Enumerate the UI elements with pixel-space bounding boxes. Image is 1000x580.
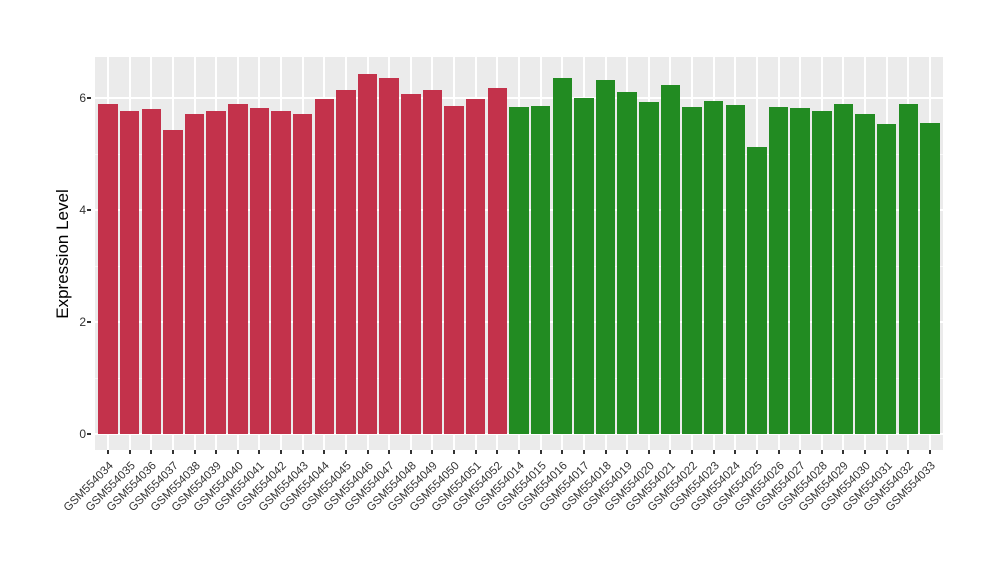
x-tick-mark (280, 450, 283, 454)
x-tick-mark (496, 450, 499, 454)
x-tick-mark (236, 450, 239, 454)
x-tick-mark (215, 450, 218, 454)
x-tick-mark (171, 450, 174, 454)
x-tick-mark (453, 450, 456, 454)
major-gridline (95, 433, 943, 435)
x-tick-mark (366, 450, 369, 454)
bar (357, 74, 378, 434)
bar (228, 103, 248, 434)
x-tick-mark (755, 450, 758, 454)
bar (747, 146, 767, 434)
x-tick-mark (128, 450, 131, 454)
bar (98, 103, 118, 434)
y-tick-mark (87, 97, 91, 99)
x-tick-mark (864, 450, 867, 454)
bar (184, 114, 205, 434)
bar (920, 123, 940, 434)
bar (768, 106, 789, 434)
bar (682, 106, 702, 434)
y-tick-label: 4 (79, 203, 86, 217)
x-tick-mark (929, 450, 932, 454)
x-tick-mark (518, 450, 520, 454)
bar (855, 114, 875, 434)
bar (336, 89, 356, 434)
x-tick-mark (647, 450, 650, 454)
bar (660, 84, 681, 434)
x-tick-mark (258, 450, 261, 454)
bar (292, 114, 313, 434)
bar (379, 77, 399, 434)
bar (790, 107, 810, 434)
x-tick-mark (626, 450, 629, 454)
x-tick-mark (301, 450, 304, 454)
bar (530, 105, 551, 434)
x-tick-mark (561, 450, 564, 454)
bar (812, 110, 832, 434)
bar (401, 94, 421, 434)
y-tick-mark (87, 321, 91, 323)
y-tick-mark (87, 433, 91, 435)
x-tick-mark (691, 450, 694, 454)
x-tick-mark (344, 450, 347, 454)
major-gridline (95, 97, 943, 99)
y-tick-mark (87, 209, 91, 211)
bar (444, 105, 464, 434)
bar (249, 107, 270, 434)
x-tick-mark (907, 450, 910, 454)
bar (833, 103, 854, 434)
bar (163, 130, 183, 434)
x-tick-mark (150, 450, 153, 454)
x-tick-mark (820, 450, 823, 454)
plot-panel (95, 57, 943, 450)
bar (314, 98, 335, 434)
x-tick-mark (323, 450, 326, 454)
bar (487, 88, 508, 434)
x-tick-mark (431, 450, 434, 454)
x-tick-mark (582, 450, 585, 454)
bar (703, 100, 724, 434)
x-tick-mark (539, 450, 542, 454)
bar (119, 111, 140, 434)
x-tick-mark (193, 450, 196, 454)
bar (617, 92, 637, 434)
x-tick-mark (734, 450, 737, 454)
y-tick-label: 2 (79, 315, 86, 329)
bar (552, 77, 572, 434)
x-tick-mark (106, 450, 109, 454)
x-tick-mark (777, 450, 780, 454)
bar (595, 79, 616, 434)
x-tick-mark (604, 450, 607, 454)
bar (271, 111, 291, 434)
x-tick-mark (388, 450, 391, 454)
bar (206, 111, 226, 434)
x-tick-mark (712, 450, 715, 454)
bar (509, 106, 529, 434)
bar (877, 123, 897, 434)
y-tick-label: 6 (79, 91, 86, 105)
x-tick-mark (885, 450, 888, 454)
x-tick-mark (669, 450, 672, 454)
bar (639, 101, 659, 434)
bar (898, 103, 919, 434)
bar (141, 109, 161, 434)
x-tick-mark (409, 450, 412, 454)
y-tick-label: 0 (79, 427, 86, 441)
x-tick-mark (474, 450, 477, 454)
x-tick-mark (799, 450, 802, 454)
bar (466, 99, 486, 434)
x-tick-mark (842, 450, 845, 454)
bar (725, 104, 746, 434)
bar (422, 90, 443, 434)
bar (574, 98, 594, 434)
